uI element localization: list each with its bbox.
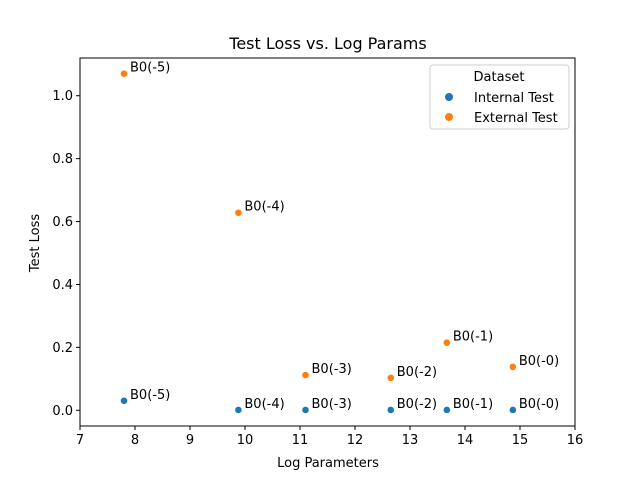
point-external-test-4	[442, 338, 451, 347]
point-internal-test-3	[386, 406, 395, 414]
legend: Dataset Internal Test External Test	[429, 64, 570, 130]
x-tick-label-0: 7	[76, 433, 84, 448]
point-label-external-test-2: B0(-3)	[312, 362, 352, 377]
plot-area: 7 8 9 10 11 12 13 14 15 16 0.0 0.2 0.4 0.6 0.8 1.0 B0(-5…	[52, 57, 584, 448]
legend-box	[429, 64, 570, 130]
legend-marker-internal-test	[445, 93, 453, 101]
point-label-internal-test-2: B0(-3)	[312, 397, 352, 412]
chart-title: Test Loss vs. Log Params	[228, 34, 426, 53]
point-label-external-test-0: B0(-5)	[130, 61, 170, 76]
point-internal-test-5	[508, 406, 517, 414]
point-internal-test-0	[120, 396, 128, 405]
x-tick-label-6: 13	[402, 433, 419, 448]
point-external-test-5	[508, 362, 517, 371]
x-tick-label-8: 15	[512, 433, 529, 448]
y-axis-label: Test Loss	[28, 214, 43, 273]
point-label-external-test-1: B0(-4)	[244, 200, 284, 215]
point-label-internal-test-3: B0(-2)	[397, 397, 437, 412]
x-tick-label-9: 16	[567, 433, 584, 448]
point-label-external-test-4: B0(-1)	[453, 330, 493, 345]
legend-title: Dataset	[474, 70, 525, 85]
point-external-test-1	[234, 208, 243, 217]
y-tick-label-5: 1.0	[52, 89, 73, 104]
legend-entry-external-test: External Test	[474, 111, 558, 126]
point-internal-test-4	[442, 406, 451, 414]
point-external-test-0	[120, 69, 128, 78]
point-internal-test-1	[234, 406, 243, 414]
point-label-external-test-3: B0(-2)	[397, 365, 437, 380]
x-axis-label: Log Parameters	[277, 456, 379, 471]
plot-frame	[79, 57, 576, 427]
point-label-external-test-5: B0(-0)	[519, 354, 559, 369]
point-label-internal-test-4: B0(-1)	[453, 397, 493, 412]
x-tick-label-7: 14	[457, 433, 474, 448]
x-tick-label-3: 10	[237, 433, 254, 448]
point-external-test-2	[301, 371, 310, 379]
point-label-internal-test-5: B0(-0)	[519, 397, 559, 412]
x-tick-label-1: 8	[131, 433, 139, 448]
y-tick-label-3: 0.6	[52, 215, 73, 230]
legend-entry-internal-test: Internal Test	[474, 91, 554, 106]
legend-marker-external-test	[445, 113, 453, 121]
point-internal-test-2	[301, 406, 310, 414]
y-tick-label-0: 0.0	[52, 404, 73, 419]
x-tick-label-4: 11	[292, 433, 309, 448]
x-tick-label-2: 9	[186, 433, 194, 448]
point-external-test-3	[386, 373, 395, 382]
y-tick-label-1: 0.2	[52, 341, 73, 356]
x-tick-label-5: 12	[347, 433, 364, 448]
point-label-internal-test-1: B0(-4)	[244, 397, 284, 412]
y-tick-label-4: 0.8	[52, 152, 73, 167]
point-label-internal-test-0: B0(-5)	[130, 388, 170, 403]
y-tick-label-2: 0.4	[52, 278, 73, 293]
